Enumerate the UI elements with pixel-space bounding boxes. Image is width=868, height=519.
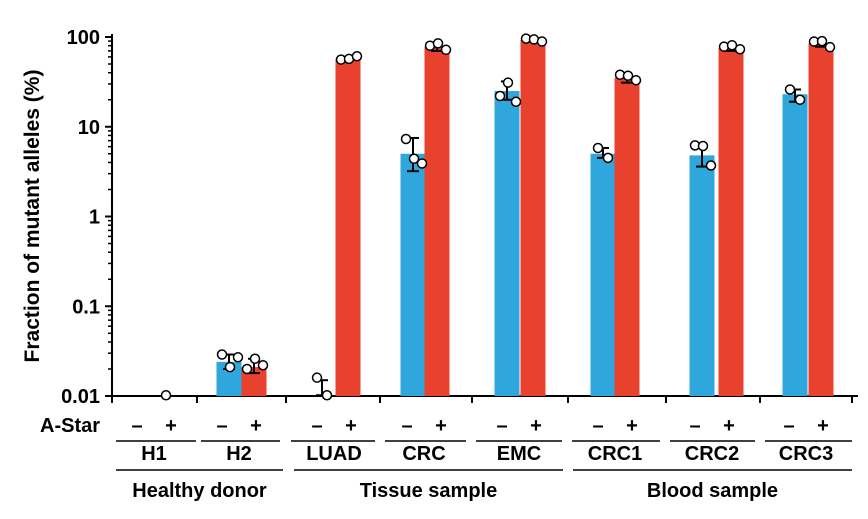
data-point [216,349,228,360]
data-point [697,140,709,152]
data-point [232,352,244,363]
condition-plus-label: + [250,415,262,437]
axes [105,34,858,403]
category-label-crc2: CRC2 [685,443,739,465]
condition-plus-label: + [435,415,447,437]
category-label-crc: CRC [402,443,445,465]
data-point [726,39,738,51]
x-axis-labels: A-Star – + – + – + – + – + – + – + – + H1 H2 LUAD CRC EMC CRC… [40,415,852,502]
data-point [432,38,444,49]
condition-plus-label: + [345,415,357,437]
category-label-crc1: CRC1 [588,443,642,465]
bar-crc1-minus [590,153,616,396]
bars-layer [216,39,834,397]
category-label-h2: H2 [226,443,252,465]
data-point [824,41,836,53]
data-point [502,77,514,88]
category-label-h1: H1 [141,443,167,465]
data-point [224,361,236,373]
y-tick-label: 1 [89,207,100,229]
condition-minus-label: – [311,415,322,437]
bar-crc1-plus [614,77,640,396]
group-label: Tissue sample [360,480,497,502]
data-point [321,389,333,401]
y-axis-label: Fraction of mutant alleles (%) [21,70,44,363]
data-point [311,372,323,383]
bar-crc3-plus [808,43,834,396]
y-tick-label: 0.1 [72,296,100,318]
data-point [536,36,548,47]
condition-minus-label: – [592,415,603,437]
data-point [510,96,522,107]
condition-minus-label: – [216,415,227,437]
data-point [494,90,506,102]
bar-emc-plus [520,39,546,397]
bar-crc3-minus [782,94,808,397]
condition-plus-label: + [626,415,638,437]
data-point [257,360,269,371]
group-label: Blood sample [647,480,778,502]
y-tick-labels: 0.01 0.1 1 10 100 [61,27,100,408]
bar-emc-minus [494,91,520,396]
data-point [400,133,412,145]
data-points-layer [160,33,836,401]
y-tick-label: 100 [67,27,100,49]
data-point [160,389,172,401]
bar-crc-plus [424,47,450,396]
data-point [784,84,796,95]
data-point [440,44,452,56]
y-axis-label-group: Fraction of mutant alleles (%) [21,70,44,363]
condition-minus-label: – [401,415,412,437]
bar-crc-minus [400,153,426,396]
condition-minus-label: – [689,415,700,437]
bar-luad-plus [335,58,361,397]
data-point [241,363,253,375]
row-label-a-star: A-Star [40,415,100,437]
data-point [592,142,604,154]
bar-crc2-minus [689,155,715,396]
data-point [630,74,642,86]
data-point [816,35,828,47]
condition-plus-label: + [723,415,735,437]
data-point [351,51,363,62]
category-label-luad: LUAD [306,443,362,465]
data-point [734,44,746,55]
y-tick-label: 0.01 [61,386,100,408]
condition-plus-label: + [530,415,542,437]
data-point [705,160,717,171]
condition-plus-label: + [817,415,829,437]
data-point [602,152,614,164]
data-point [408,153,420,165]
y-tick-label: 10 [78,117,100,139]
category-label-crc3: CRC3 [779,443,833,465]
condition-plus-label: + [165,415,177,437]
data-point [249,353,261,365]
data-point [416,158,428,169]
condition-minus-label: – [496,415,507,437]
data-point [622,70,634,82]
condition-minus-label: – [131,415,142,437]
group-label: Healthy donor [132,480,267,502]
data-point [794,94,806,105]
condition-minus-label: – [783,415,794,437]
category-label-emc: EMC [497,443,541,465]
bar-crc2-plus [718,48,744,396]
